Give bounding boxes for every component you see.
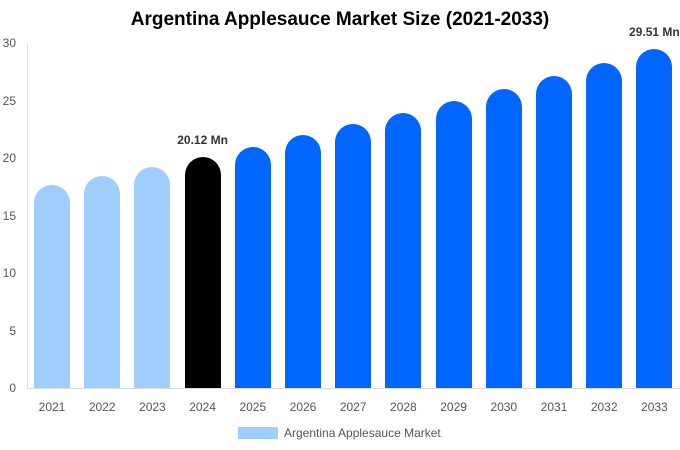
bar-2022[interactable] xyxy=(84,175,121,388)
x-tick-label: 2027 xyxy=(339,400,367,414)
data-label: 20.12 Mn xyxy=(177,132,228,147)
y-tick-label: 20 xyxy=(2,151,16,165)
bar-2029[interactable] xyxy=(435,101,472,388)
y-tick-label: 10 xyxy=(2,266,16,280)
bar-2027[interactable] xyxy=(335,124,372,388)
x-axis-line xyxy=(27,388,680,389)
y-tick-label: 15 xyxy=(2,208,16,223)
x-tick-label: 2026 xyxy=(289,400,317,414)
y-tick-label: 0 xyxy=(9,381,16,395)
x-tick-label: 2031 xyxy=(540,400,568,414)
x-tick-label: 2023 xyxy=(139,400,166,414)
x-tick-label: 2025 xyxy=(239,400,267,414)
y-axis-line xyxy=(27,43,28,388)
x-tick-label: 2022 xyxy=(88,400,116,414)
x-tick-label: 2028 xyxy=(390,400,417,414)
bar-2033[interactable] xyxy=(636,48,673,388)
bar-2028[interactable] xyxy=(385,113,422,388)
legend[interactable]: Argentina Applesauce Market xyxy=(238,426,441,440)
bar-2025[interactable] xyxy=(234,146,271,388)
x-tick-label: 2021 xyxy=(38,400,66,414)
bar-2030[interactable] xyxy=(485,89,522,388)
x-tick-label: 2030 xyxy=(490,400,518,414)
bar-2021[interactable] xyxy=(34,184,70,388)
x-tick-label: 2024 xyxy=(189,400,216,414)
y-tick-label: 25 xyxy=(2,93,16,108)
legend-label: Argentina Applesauce Market xyxy=(284,426,441,440)
bar-2026[interactable] xyxy=(285,135,321,388)
y-tick-label: 30 xyxy=(2,36,16,50)
chart-title: Argentina Applesauce Market Size (2021-2… xyxy=(130,9,550,30)
y-tick-label: 5 xyxy=(9,323,16,338)
bar-2032[interactable] xyxy=(586,63,623,388)
bar-2023[interactable] xyxy=(134,166,171,388)
data-label: 29.51 Mn xyxy=(629,24,680,39)
legend-swatch xyxy=(238,427,278,439)
x-tick-label: 2029 xyxy=(440,400,467,414)
bar-2024[interactable] xyxy=(184,156,221,388)
x-tick-label: 2033 xyxy=(641,400,668,414)
x-tick-label: 2032 xyxy=(590,400,618,414)
bar-2031[interactable] xyxy=(536,76,572,388)
